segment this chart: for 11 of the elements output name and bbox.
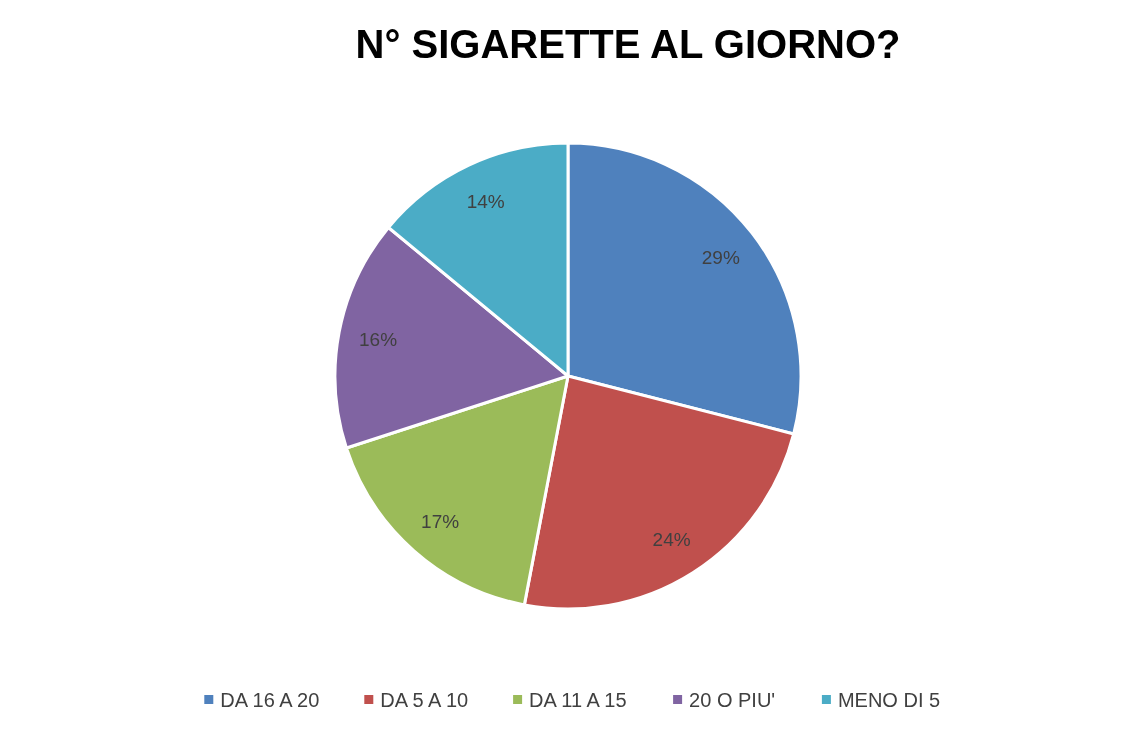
data-label: 17% [421,510,460,532]
legend-label: 20 O PIU' [689,689,776,711]
data-label: 24% [652,528,691,550]
data-label: 14% [466,190,505,212]
legend-label: DA 16 A 20 [220,689,320,711]
chart-title: N° SIGARETTE AL GIORNO? [355,22,901,66]
data-label: 16% [359,329,398,351]
data-label: 29% [701,247,740,269]
legend-label: MENO DI 5 [837,689,941,711]
legend-label: DA 5 A 10 [380,689,469,711]
legend-label: DA 11 A 15 [529,689,627,711]
